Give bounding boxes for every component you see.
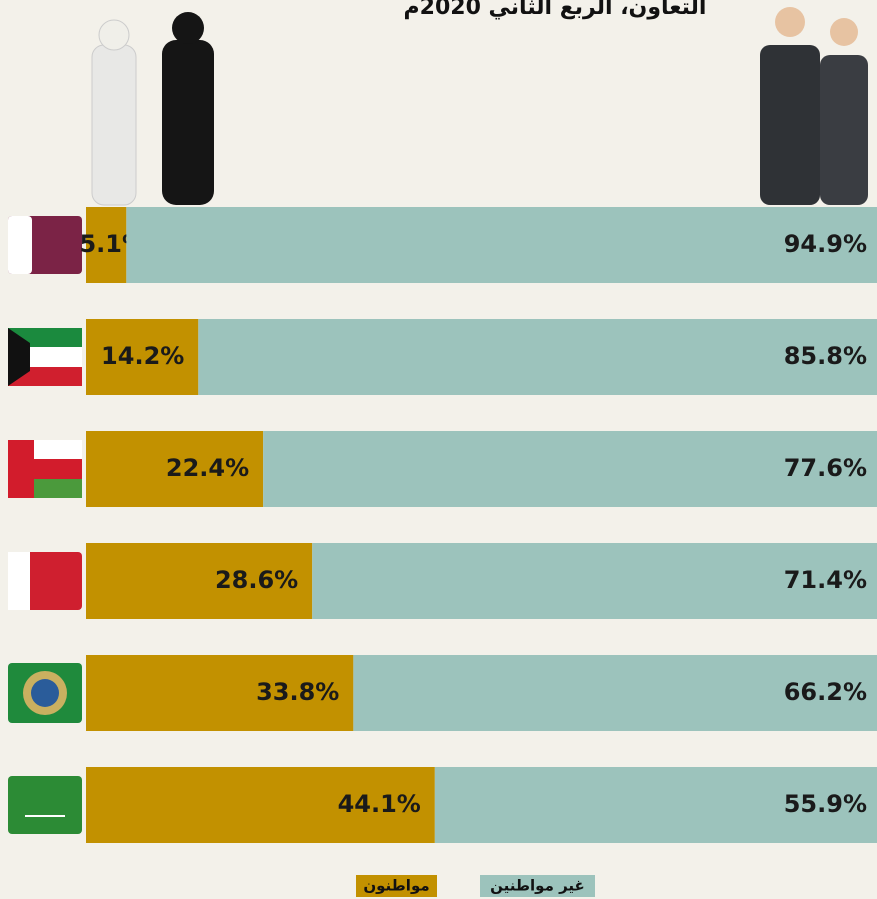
value-label: 14.2% [101, 342, 184, 370]
legend-swatch [480, 875, 595, 897]
legend-swatch [356, 875, 437, 897]
value-label: 85.8% [784, 342, 867, 370]
bar-segment [312, 543, 877, 619]
value-label: 77.6% [784, 454, 867, 482]
value-label: 33.8% [256, 678, 339, 706]
value-label: 22.4% [166, 454, 249, 482]
bar-segment [86, 543, 313, 619]
value-label: 66.2% [784, 678, 867, 706]
value-label: 28.6% [215, 566, 298, 594]
bar-segment [263, 431, 877, 507]
flags [8, 216, 82, 834]
bar-segment [86, 319, 199, 395]
bar-segment [434, 767, 877, 843]
bar-segment [126, 207, 877, 283]
illustration-business-people [760, 7, 868, 205]
bar-segment [198, 319, 877, 395]
legend-label: مواطنون [363, 877, 429, 895]
value-label: 71.4% [784, 566, 867, 594]
bar-segment [353, 655, 877, 731]
value-label: 94.9% [784, 230, 867, 258]
value-label: 55.9% [784, 790, 867, 818]
bar-segment [86, 655, 354, 731]
legend-label: غير مواطنين [490, 877, 585, 895]
bar-segment [86, 431, 264, 507]
illustration-gulf-people [91, 12, 214, 206]
bar-segment [86, 767, 435, 843]
bar-segment [86, 207, 127, 283]
value-label: 44.1% [338, 790, 421, 818]
chart-title: التعاون، الربع الثاني 2020م [404, 0, 707, 20]
